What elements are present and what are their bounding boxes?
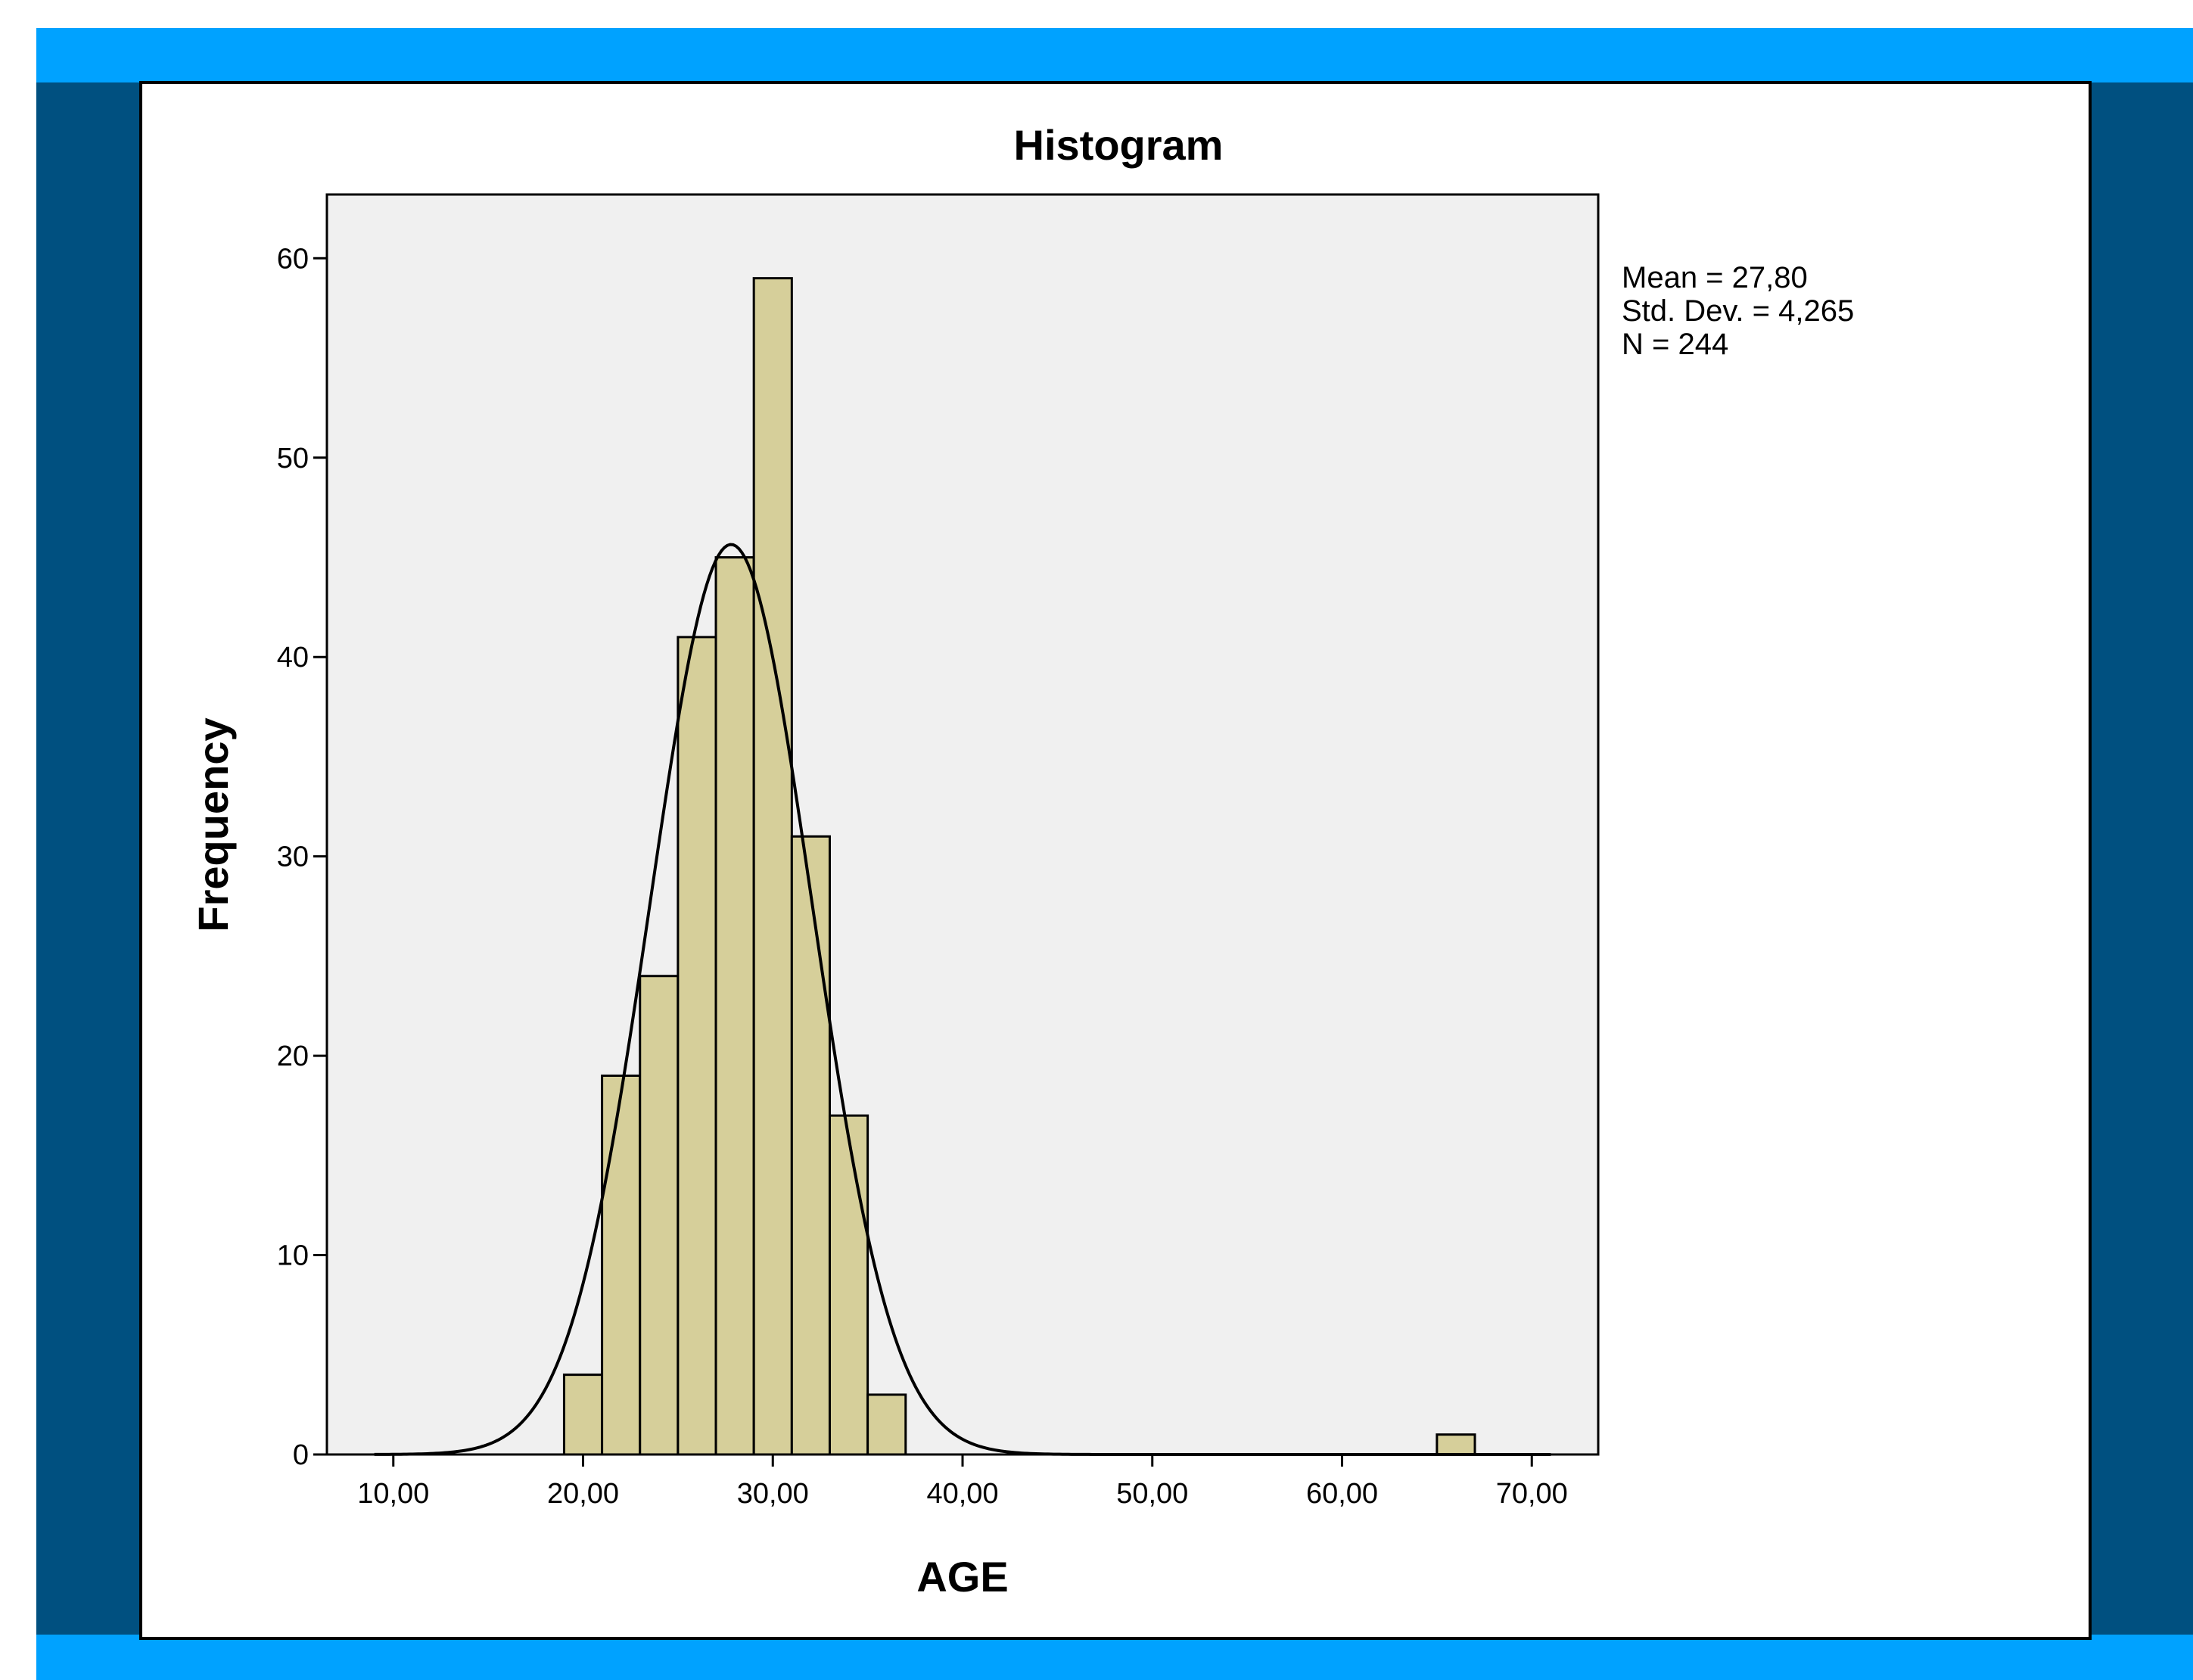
y-tick-label: 10 xyxy=(277,1240,309,1272)
stat-n: N = 244 xyxy=(1622,328,1728,361)
histogram-bars xyxy=(562,277,1476,1456)
x-tick-label: 50,00 xyxy=(1116,1478,1188,1510)
y-tick-label: 20 xyxy=(277,1041,309,1072)
chart-title: Histogram xyxy=(1014,121,1224,169)
stat-mean: Mean = 27,80 xyxy=(1622,261,1808,294)
y-axis-title: Frequency xyxy=(189,717,237,932)
plot-area xyxy=(325,193,1600,1456)
y-tick-label: 30 xyxy=(277,842,309,873)
histogram-bar xyxy=(1436,1433,1476,1456)
x-tick-label: 20,00 xyxy=(547,1478,619,1510)
histogram-chart: 0 10 20 30 40 50 60 10,00 20,00 30,00 40,00 50,00 6… xyxy=(189,121,1854,1601)
chart-panel: 0 10 20 30 40 50 60 10,00 20,00 30,00 40,00 50,00 6… xyxy=(139,81,2092,1640)
normal-curve xyxy=(374,543,1551,1456)
histogram-bar xyxy=(752,277,793,1456)
histogram-bar xyxy=(677,636,717,1456)
x-axis-title: AGE xyxy=(916,1553,1008,1601)
y-tick-label: 50 xyxy=(277,443,309,474)
histogram-bar xyxy=(601,1074,642,1456)
x-tick-label: 40,00 xyxy=(926,1478,998,1510)
bottom-accent-bar xyxy=(36,1635,2193,1680)
stat-std-dev: Std. Dev. = 4,265 xyxy=(1622,294,1854,328)
y-tick-label: 60 xyxy=(277,243,309,275)
histogram-bar xyxy=(790,835,831,1456)
histogram-bar xyxy=(828,1114,869,1456)
x-tick-label: 60,00 xyxy=(1306,1478,1378,1510)
x-tick-label: 30,00 xyxy=(737,1478,809,1510)
histogram-bar xyxy=(714,555,755,1456)
y-tick-label: 0 xyxy=(293,1439,309,1471)
histogram-bar xyxy=(639,975,680,1456)
histogram-bar xyxy=(562,1374,604,1456)
x-tick-label: 10,00 xyxy=(357,1478,429,1510)
y-tick-label: 40 xyxy=(277,642,309,674)
top-accent-bar xyxy=(36,28,2193,82)
histogram-bar xyxy=(866,1393,907,1456)
statistics-box: Mean = 27,80 Std. Dev. = 4,265 N = 244 xyxy=(1622,261,1854,361)
y-axis: 0 10 20 30 40 50 60 xyxy=(277,243,327,1471)
x-axis: 10,00 20,00 30,00 40,00 50,00 60,00 70,00 xyxy=(357,1454,1568,1510)
x-tick-label: 70,00 xyxy=(1496,1478,1568,1510)
